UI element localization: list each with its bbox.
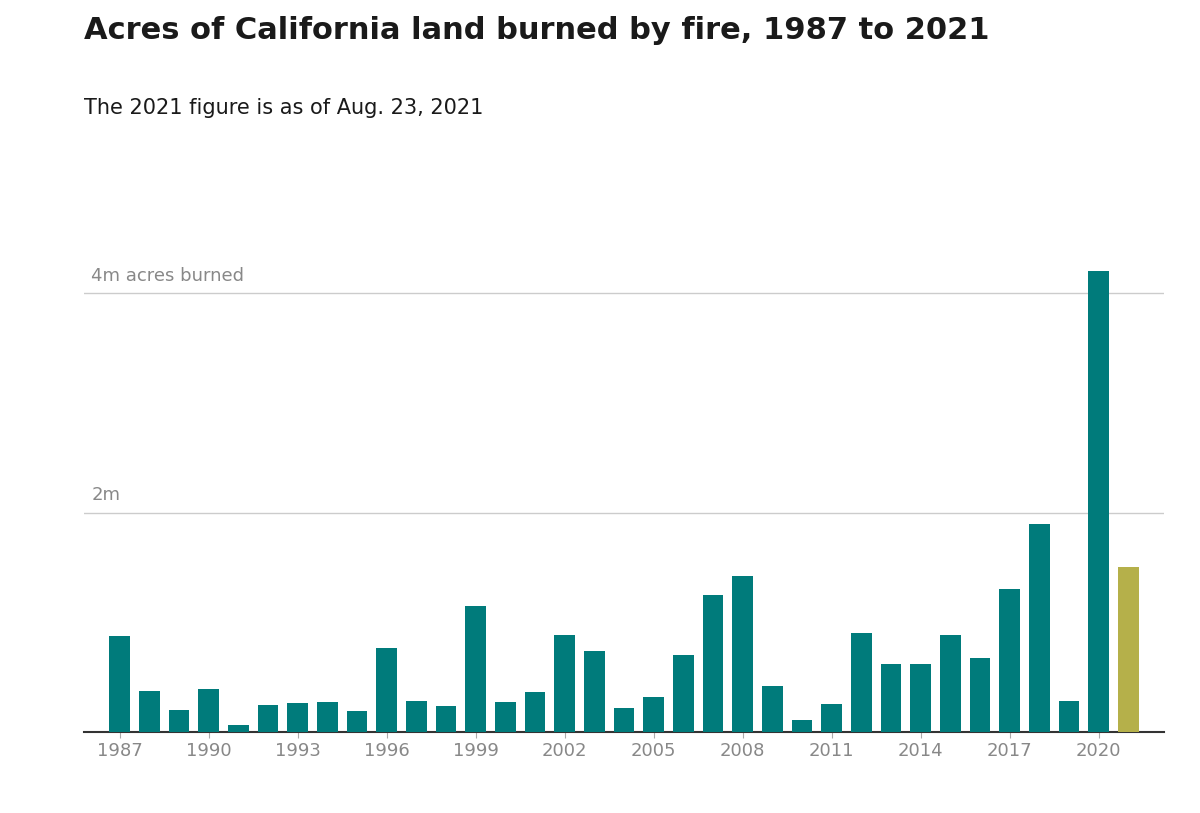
Bar xyxy=(821,704,842,732)
Bar xyxy=(881,663,901,732)
Bar xyxy=(851,633,871,732)
Bar xyxy=(168,710,190,732)
Bar xyxy=(109,637,130,732)
Bar xyxy=(198,689,218,732)
Bar xyxy=(1118,567,1139,732)
Bar xyxy=(732,576,754,732)
Bar xyxy=(436,706,456,732)
Bar xyxy=(406,701,427,732)
Bar xyxy=(347,711,367,732)
Bar xyxy=(287,703,308,732)
Bar xyxy=(970,659,990,732)
Bar xyxy=(673,655,694,732)
Bar xyxy=(911,663,931,732)
Bar xyxy=(1030,524,1050,732)
Bar xyxy=(940,635,961,732)
Bar xyxy=(792,720,812,732)
Bar xyxy=(466,606,486,732)
Bar xyxy=(258,706,278,732)
Bar xyxy=(524,692,545,732)
Bar xyxy=(1000,589,1020,732)
Bar xyxy=(584,650,605,732)
Bar xyxy=(703,595,724,732)
Bar xyxy=(317,702,337,732)
Bar xyxy=(762,685,782,732)
Bar xyxy=(377,649,397,732)
Bar xyxy=(554,635,575,732)
Bar xyxy=(643,697,664,732)
Text: 2m: 2m xyxy=(91,486,120,504)
Bar xyxy=(1088,272,1109,732)
Text: 4m acres burned: 4m acres burned xyxy=(91,267,245,285)
Bar xyxy=(613,707,635,732)
Bar xyxy=(1058,701,1080,732)
Text: Acres of California land burned by fire, 1987 to 2021: Acres of California land burned by fire,… xyxy=(84,16,990,46)
Bar xyxy=(494,702,516,732)
Bar xyxy=(139,691,160,732)
Bar xyxy=(228,725,248,732)
Text: The 2021 figure is as of Aug. 23, 2021: The 2021 figure is as of Aug. 23, 2021 xyxy=(84,98,484,118)
